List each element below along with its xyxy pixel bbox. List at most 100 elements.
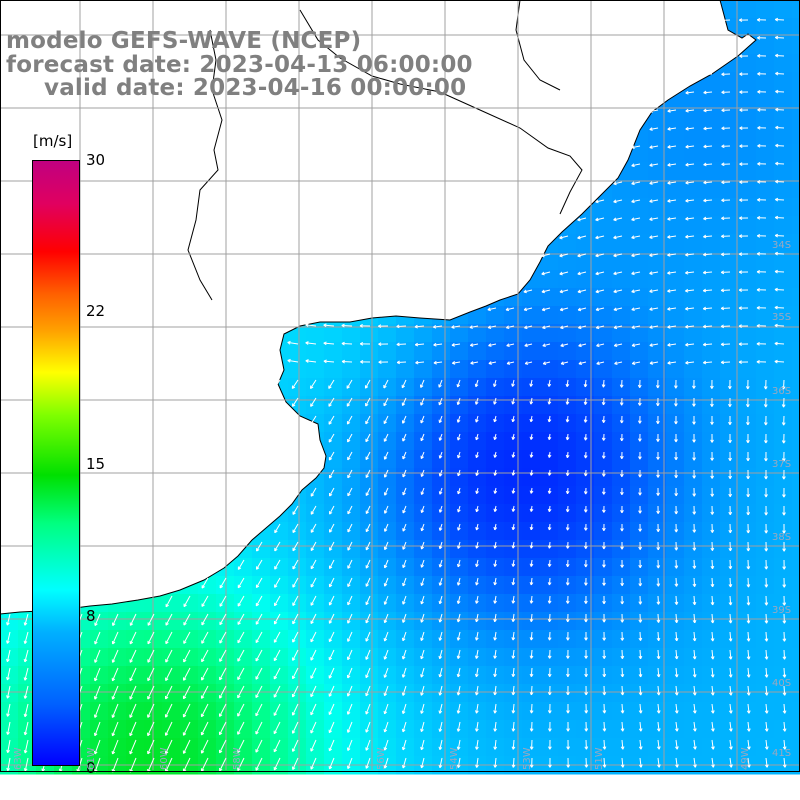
wind-cell: [594, 576, 613, 595]
wind-cell: [702, 144, 721, 163]
wind-cell: [792, 36, 800, 55]
wind-cell: [738, 72, 757, 91]
wind-cell: [792, 540, 800, 559]
lat-label: 37S: [772, 459, 792, 470]
wind-cell: [720, 144, 739, 163]
wind-cell: [306, 612, 325, 631]
wind-cell: [684, 306, 703, 325]
wind-cell: [18, 666, 37, 685]
wind-cell: [306, 594, 325, 613]
wind-cell: [684, 342, 703, 361]
wind-cell: [0, 720, 19, 739]
wind-cell: [792, 396, 800, 415]
wind-cell: [342, 360, 361, 379]
wind-cell: [486, 540, 505, 559]
wind-cell: [468, 540, 487, 559]
lat-label: 39S: [772, 605, 792, 616]
wind-cell: [252, 630, 271, 649]
wind-cell: [648, 162, 667, 181]
wind-cell: [432, 450, 451, 469]
wind-cell: [630, 522, 649, 541]
wind-cell: [738, 54, 757, 73]
wind-cell: [576, 522, 595, 541]
wind-cell: [342, 486, 361, 505]
wind-cell: [414, 720, 433, 739]
colorbar-tick-15: 15: [86, 455, 106, 473]
wind-cell: [630, 540, 649, 559]
wind-cell: [396, 558, 415, 577]
wind-cell: [720, 288, 739, 307]
wind-cell: [684, 108, 703, 127]
wind-cell: [396, 540, 415, 559]
wind-cell: [738, 162, 757, 181]
wind-cell: [360, 702, 379, 721]
wind-cell: [594, 468, 613, 487]
wind-cell: [558, 396, 577, 415]
wind-cell: [270, 594, 289, 613]
wind-cell: [792, 612, 800, 631]
wind-cell: [774, 234, 793, 253]
wind-cell: [738, 360, 757, 379]
wind-cell: [774, 36, 793, 55]
wind-cell: [288, 378, 307, 397]
wind-cell: [0, 738, 19, 757]
wind-cell: [378, 522, 397, 541]
wind-cell: [792, 504, 800, 523]
wind-cell: [648, 324, 667, 343]
lon-label: 54W: [449, 747, 460, 770]
wind-cell: [522, 540, 541, 559]
wind-cell: [756, 306, 775, 325]
wind-cell: [360, 540, 379, 559]
wind-cell: [378, 540, 397, 559]
wind-cell: [198, 630, 217, 649]
wind-cell: [702, 198, 721, 217]
wind-cell: [342, 702, 361, 721]
wind-cell: [702, 324, 721, 343]
wind-cell: [504, 450, 523, 469]
wind-cell: [576, 414, 595, 433]
wind-cell: [324, 540, 343, 559]
lon-label: 60W: [159, 747, 170, 770]
wind-cell: [126, 612, 145, 631]
wind-cell: [666, 144, 685, 163]
wind-cell: [594, 540, 613, 559]
wind-cell: [468, 522, 487, 541]
wind-cell: [234, 666, 253, 685]
wind-cell: [756, 288, 775, 307]
wind-cell: [324, 612, 343, 631]
wind-cell: [234, 594, 253, 613]
wind-cell: [360, 396, 379, 415]
wind-cell: [756, 54, 775, 73]
wind-cell: [396, 432, 415, 451]
wind-cell: [774, 180, 793, 199]
wind-cell: [450, 378, 469, 397]
wind-cell: [720, 270, 739, 289]
wind-cell: [630, 432, 649, 451]
map-grid: [0, 0, 800, 770]
wind-cell: [756, 234, 775, 253]
wind-cell: [306, 342, 325, 361]
lat-label: 40S: [772, 678, 792, 689]
wind-cell: [738, 90, 757, 109]
wind-cell: [648, 126, 667, 145]
wind-cell: [630, 180, 649, 199]
wind-cell: [792, 108, 800, 127]
wind-cell: [540, 486, 559, 505]
wind-cell: [666, 234, 685, 253]
wind-cell: [306, 630, 325, 649]
wind-cell: [774, 288, 793, 307]
wind-cell: [540, 414, 559, 433]
wind-cell: [558, 540, 577, 559]
wind-cell: [774, 18, 793, 37]
wind-cell: [378, 360, 397, 379]
wind-cell: [576, 486, 595, 505]
wind-cell: [720, 90, 739, 109]
wind-cell: [360, 450, 379, 469]
wind-cell: [756, 342, 775, 361]
wind-cell: [558, 414, 577, 433]
wind-cell: [414, 486, 433, 505]
wind-cell: [576, 468, 595, 487]
wind-cell: [684, 216, 703, 235]
wind-cell: [450, 540, 469, 559]
wind-cell: [792, 216, 800, 235]
